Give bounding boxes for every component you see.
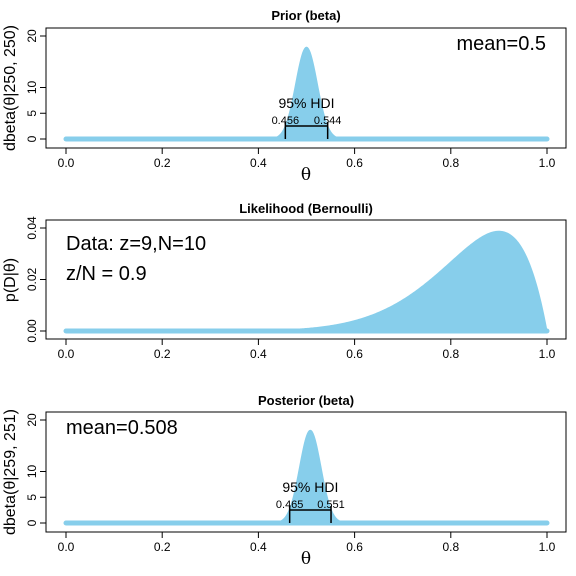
x-tick-label: 0.4: [250, 156, 267, 170]
y-tick-label: 0: [25, 519, 39, 526]
y-tick-label: 0: [25, 135, 39, 142]
ratio-annotation: z/N = 0.9: [66, 263, 147, 285]
x-axis-label: θ: [301, 165, 311, 185]
hdi-low-value: 0.456: [272, 115, 300, 127]
data-annotation: Data: z=9,N=10: [66, 233, 206, 255]
x-tick-label: 0.4: [250, 540, 267, 554]
y-tick-label: 0.00: [25, 319, 39, 343]
density-area: [66, 429, 547, 524]
hdi-low-value: 0.465: [276, 499, 304, 511]
y-axis: 0 5 10 20: [25, 413, 47, 526]
x-tick-label: 0.2: [154, 156, 171, 170]
x-tick-label: 0.4: [250, 347, 267, 361]
y-axis: 0 5 10 20: [25, 29, 47, 142]
x-tick-label: 0.0: [58, 347, 75, 361]
x-axis: 0.0 0.2 0.4 0.6 0.8 1.0: [58, 531, 556, 554]
x-tick-label: 1.0: [539, 540, 556, 554]
mean-annotation: mean=0.5: [456, 33, 546, 55]
x-tick-label: 0.2: [154, 347, 171, 361]
density-area: [66, 46, 547, 140]
x-tick-label: 0.6: [346, 540, 363, 554]
panel-posterior: Posterior (beta) 0.0 0.2 0.4 0.6 0.8 1.0 0 5 10…: [2, 393, 567, 569]
y-tick-label: 0.04: [25, 216, 39, 240]
panel-likelihood: Likelihood (Bernoulli) 0.0 0.2 0.4 0.6 0.8 1.…: [2, 201, 567, 361]
x-tick-label: 0.0: [58, 540, 75, 554]
y-tick-label: 10: [25, 81, 39, 95]
y-tick-label: 0.02: [25, 267, 39, 291]
y-tick-label: 10: [25, 465, 39, 479]
hdi-marker: 95% HDI 0.456 0.544: [272, 95, 342, 139]
panel-title: Likelihood (Bernoulli): [239, 201, 373, 216]
hdi-high-value: 0.551: [317, 499, 345, 511]
x-axis-label: θ: [301, 549, 311, 569]
x-axis: 0.0 0.2 0.4 0.6 0.8 1.0: [58, 338, 556, 361]
y-tick-label: 5: [25, 110, 39, 117]
x-tick-label: 1.0: [539, 347, 556, 361]
x-tick-label: 0.6: [346, 347, 363, 361]
x-tick-label: 0.8: [442, 156, 459, 170]
x-axis: 0.0 0.2 0.4 0.6 0.8 1.0: [58, 147, 556, 170]
hdi-marker: 95% HDI 0.465 0.551: [276, 479, 345, 523]
mean-annotation: mean=0.508: [66, 417, 178, 439]
x-tick-label: 0.0: [58, 156, 75, 170]
y-axis-label: dbeta(θ|250, 250): [2, 25, 19, 151]
x-tick-label: 1.0: [539, 156, 556, 170]
y-tick-label: 20: [25, 413, 39, 427]
x-tick-label: 0.8: [442, 540, 459, 554]
y-tick-label: 5: [25, 494, 39, 501]
x-tick-label: 0.8: [442, 347, 459, 361]
y-axis-label: p(D|θ): [2, 258, 19, 302]
hdi-high-value: 0.544: [314, 115, 342, 127]
panel-prior: Prior (beta) 0.0 0.2 0.4 0.6 0.8 1.0 0 5 10 20 d…: [2, 8, 567, 185]
hdi-label: 95% HDI: [278, 95, 334, 111]
panel-title: Prior (beta): [271, 8, 340, 23]
x-tick-label: 0.2: [154, 540, 171, 554]
y-axis: 0.00 0.02 0.04: [25, 216, 47, 343]
y-axis-label: dbeta(θ|259, 251): [2, 409, 19, 535]
x-tick-label: 0.6: [346, 156, 363, 170]
y-tick-label: 20: [25, 29, 39, 43]
hdi-label: 95% HDI: [282, 479, 338, 495]
panel-title: Posterior (beta): [258, 393, 354, 408]
